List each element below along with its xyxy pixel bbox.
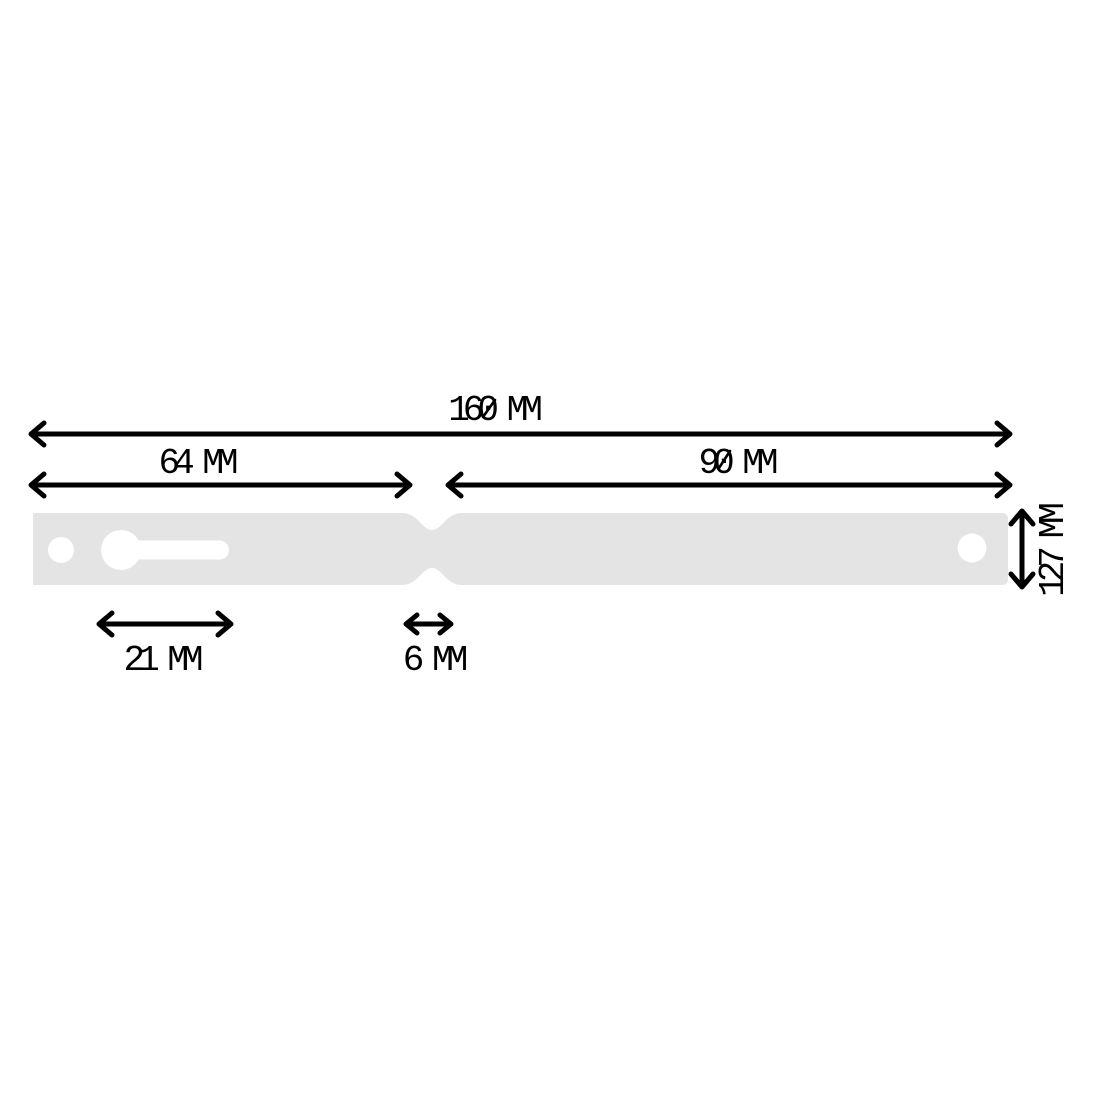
svg-text:90 MM: 90 MM: [698, 443, 776, 484]
svg-text:160 MM: 160 MM: [448, 390, 541, 431]
svg-text:127 MM: 127 MM: [1033, 504, 1074, 597]
svg-text:6 MM: 6 MM: [403, 640, 467, 681]
svg-text:21 MM: 21 MM: [123, 640, 201, 681]
svg-text:64 MM: 64 MM: [158, 443, 236, 484]
